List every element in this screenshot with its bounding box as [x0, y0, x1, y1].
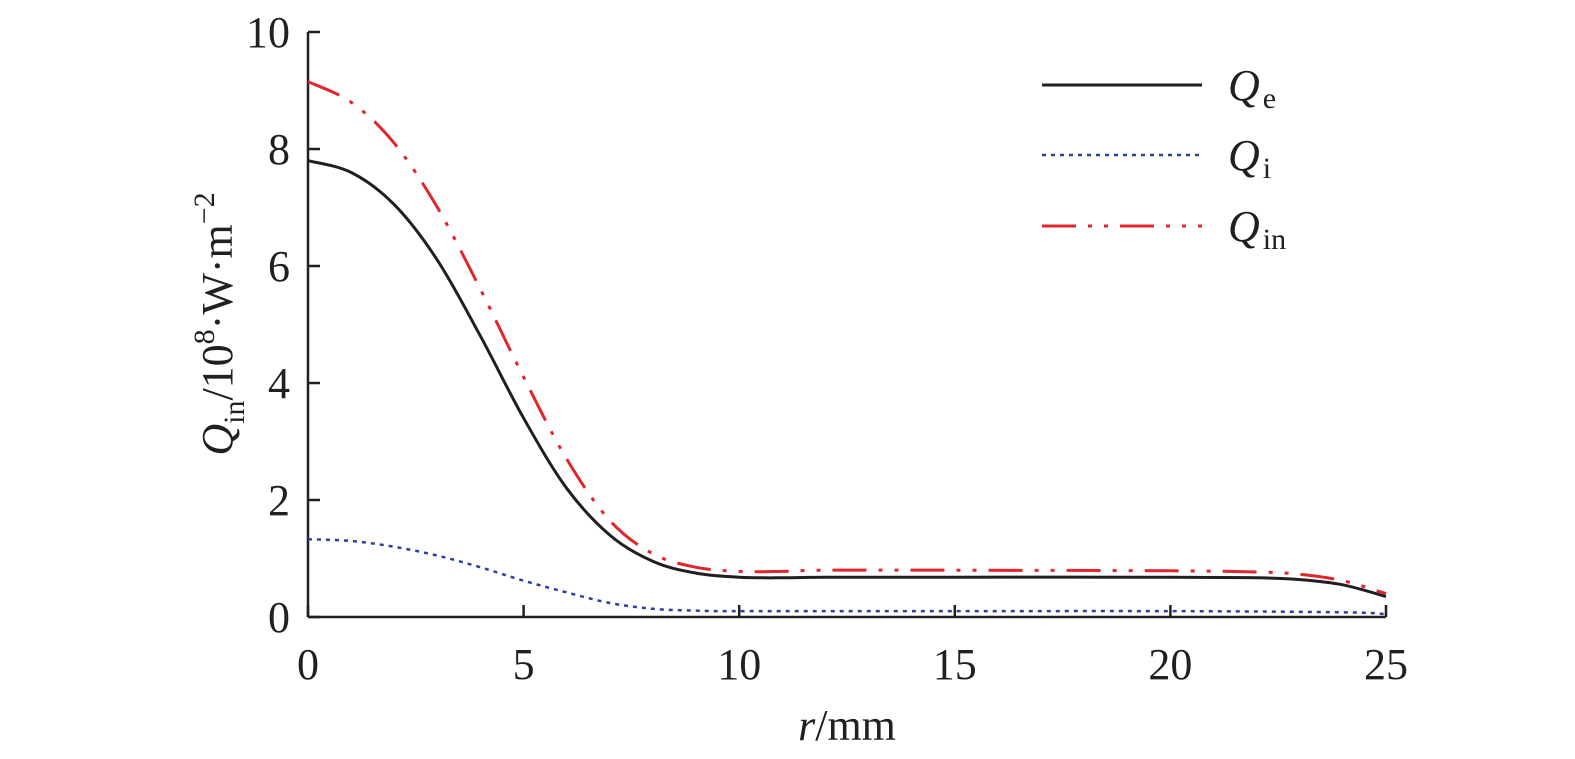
- y-tick-label: 0: [268, 593, 290, 642]
- legend-label-main: Q: [1228, 202, 1260, 251]
- axes: 0 5 10 15 20 25 0 2 4 6 8 10: [246, 8, 1408, 689]
- legend-label-sub: i: [1263, 152, 1271, 185]
- y-tick-label: 2: [268, 476, 290, 525]
- series-line-qin: [307, 80, 1387, 596]
- y-axis-title-exp: 8: [188, 329, 221, 344]
- y-axis-title-unit: /10: [193, 344, 242, 400]
- x-tick-label: 20: [1148, 640, 1192, 689]
- y-axis-title-unit2: ·W·m: [193, 224, 242, 329]
- series-line-qi: [307, 537, 1387, 616]
- x-axis-title-unit: /mm: [815, 701, 896, 750]
- x-axis-title: r/mm: [798, 701, 896, 750]
- x-tick-label: 25: [1364, 640, 1408, 689]
- x-axis-title-var: r: [798, 701, 816, 750]
- y-tick-label: 8: [268, 125, 290, 174]
- series-layer: [307, 80, 1387, 616]
- x-tick-label: 5: [513, 640, 535, 689]
- y-axis-title-var: Q: [193, 424, 242, 456]
- x-tick-label: 10: [717, 640, 761, 689]
- axis-titles: r/mm Qin/108·W·m−2: [188, 192, 896, 750]
- y-axis-title-exp2: −2: [188, 192, 221, 224]
- legend-label-sub: in: [1263, 223, 1286, 256]
- y-tick-label: 4: [268, 359, 290, 408]
- legend-label-sub: e: [1263, 82, 1276, 115]
- y-tick-label: 10: [246, 8, 290, 57]
- y-axis-title: Qin/108·W·m−2: [188, 192, 251, 455]
- x-tick-label: 15: [933, 640, 977, 689]
- x-tick-label: 0: [297, 640, 319, 689]
- legend-label-main: Q: [1228, 131, 1260, 180]
- series-line-qe: [307, 159, 1387, 598]
- y-tick-label: 6: [268, 242, 290, 291]
- y-axis-title-sub: in: [218, 401, 251, 424]
- legend-label-main: Q: [1228, 61, 1260, 110]
